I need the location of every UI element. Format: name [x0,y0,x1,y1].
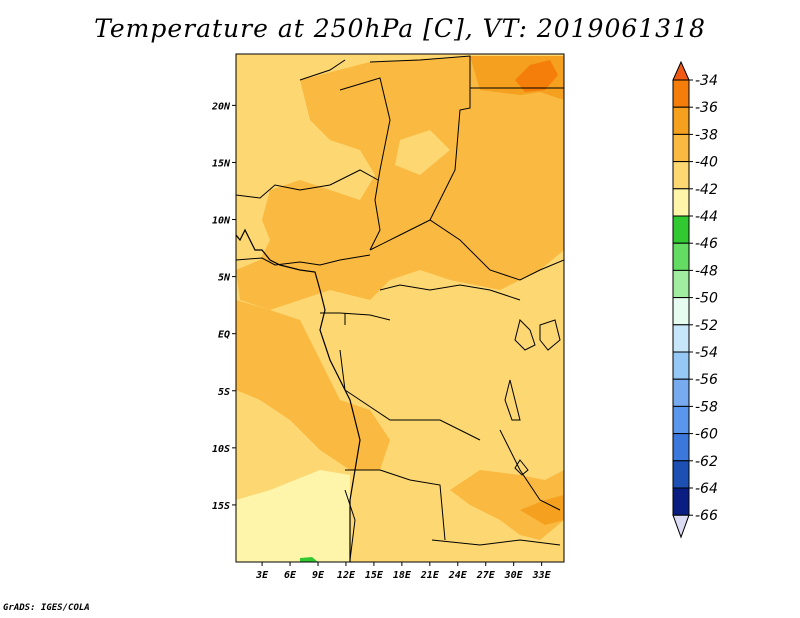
lat-tick-label: 20N [211,101,231,112]
colorbar-label: -66 [695,508,718,524]
colorbar-label: -38 [695,127,718,143]
lat-tick-label: 15S [212,501,230,512]
colorbar-swatch [672,460,690,489]
lakes [504,319,561,476]
colorbar-swatch [672,351,690,380]
colorbar-label: -42 [695,182,718,198]
colorbar-bottom-arrow [672,514,690,539]
colorbar-swatch [672,405,690,435]
colorbar-swatch [672,324,690,353]
colorbar-label: -58 [695,399,718,415]
map-frame [235,53,565,563]
latitude-axis: 20N 15N 10N 5N EQ 5S 10S 15S [211,101,236,512]
field-minus34-peak [515,60,558,92]
field-minus42-north [395,130,450,175]
colorbar-label: -50 [695,291,718,307]
colorbar-swatch [672,188,690,217]
colorbar-swatch [672,106,690,135]
field-minus38-west [236,300,390,470]
longitude-axis: 3E 6E 9E 12E 15E 18E 21E 24E 27E 30E 33E [255,562,552,581]
field-minus44-patch [300,557,318,562]
colorbar-swatch [672,297,690,326]
colorbar-label: -34 [695,73,718,89]
lon-tick-label: 12E [337,570,356,581]
field-minus38-north [236,56,564,310]
lat-tick-label: 10S [212,444,230,455]
colorbar-label: -48 [695,263,718,279]
colorbar: -34 -36 -38 -40 -42 -44 -46 -48 -50 -52 -54 -56 -58 -… [672,60,718,539]
lon-tick-label: 30E [504,570,524,581]
colorbar-swatch [672,242,690,271]
lon-tick-label: 21E [420,570,440,581]
colorbar-swatch [672,378,690,407]
lat-tick-label: 5S [218,387,230,398]
lat-tick-label: 15N [212,158,231,169]
colorbar-label: -36 [695,100,718,116]
field-minus36-se [520,495,564,525]
lat-tick-label: EQ [218,330,230,341]
colorbar-swatch [672,433,690,462]
temperature-field [236,54,564,562]
lon-tick-label: 18E [393,570,412,581]
colorbar-swatch [672,215,690,244]
map-title: Temperature at 250hPa [C], VT: 201906131… [94,14,706,43]
lon-tick-label: 6E [284,570,297,581]
lon-tick-label: 33E [532,570,552,581]
colorbar-label: -52 [695,318,718,334]
lon-tick-label: 24E [448,570,468,581]
colorbar-label: -56 [695,372,718,388]
colorbar-label: -54 [695,345,718,361]
coastline [236,228,361,562]
colorbar-swatch [672,487,690,516]
lon-tick-label: 15E [365,570,384,581]
colorbar-swatch [672,161,690,190]
colorbar-label: -60 [695,427,718,443]
colorbar-top-arrow [672,60,690,81]
colorbar-label: -46 [695,236,718,252]
field-minus42-southwest [236,470,350,562]
lat-tick-label: 5N [218,273,231,284]
lon-tick-label: 9E [312,570,325,581]
colorbar-label: -64 [695,481,718,497]
colorbar-swatch [672,79,690,108]
colorbar-swatch [672,269,690,299]
lon-tick-label: 3E [255,570,269,581]
lat-tick-label: 10N [212,216,231,227]
colorbar-label: -44 [695,209,718,225]
colorbar-label: -62 [695,454,718,470]
grads-credit: GrADS: IGES/COLA [3,603,90,613]
field-minus38-southeast [450,470,564,540]
colorbar-swatch [672,133,690,163]
colorbar-label: -40 [695,155,718,171]
lon-tick-label: 27E [476,570,496,581]
